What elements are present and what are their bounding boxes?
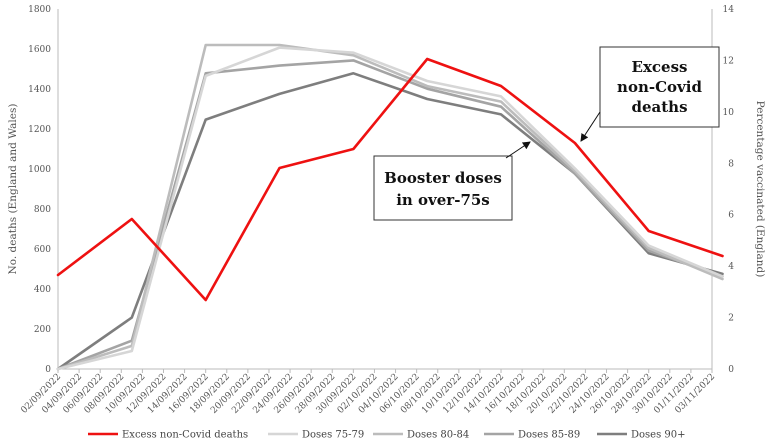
left-tick-label: 1200 [28, 125, 51, 135]
right-tick-label: 12 [723, 56, 734, 66]
right-tick-label: 2 [728, 314, 734, 324]
legend-item: Excess non-Covid deaths [88, 430, 248, 441]
legend-label: Doses 90+ [631, 430, 686, 441]
legend-item: Doses 90+ [597, 430, 686, 441]
legend-label: Doses 85-89 [518, 430, 580, 441]
left-tick-label: 1400 [28, 85, 51, 95]
legend-item: Doses 85-89 [484, 430, 580, 441]
legend-label: Doses 75-79 [302, 430, 364, 441]
right-tick-label: 14 [723, 5, 735, 15]
series-line-doses-75-79 [56, 46, 724, 371]
y2-axis-title: Percentage vaccinated (England) [754, 101, 766, 278]
annotation-text: in over-75s [396, 191, 490, 209]
right-tick-label: 8 [728, 159, 734, 169]
annotation-text: Booster doses [384, 169, 502, 187]
annotation-text: Excess [632, 58, 688, 76]
annotation-arrow [580, 111, 601, 142]
legend-label: Doses 80-84 [407, 430, 469, 441]
x-axis: 02/09/202204/09/202206/09/202208/09/2022… [19, 368, 717, 416]
y-axis-title: No. deaths (England and Wales) [7, 104, 19, 275]
left-tick-label: 1600 [28, 45, 51, 55]
annotation-frame [599, 46, 720, 128]
series-line-excess-non-covid-deaths [56, 57, 724, 302]
right-tick-label: 4 [728, 262, 734, 272]
left-tick-label: 600 [34, 245, 51, 255]
right-tick-label: 6 [728, 211, 734, 221]
right-tick-label: 10 [723, 108, 735, 118]
left-tick-label: 800 [34, 205, 51, 215]
left-tick-label: 200 [34, 325, 51, 335]
annotation-box: Excess non-Covid deaths [580, 46, 720, 142]
left-tick-label: 400 [34, 285, 51, 295]
series-layer [56, 43, 724, 371]
annotations: Excess non-Covid deaths Booster doses in ove… [373, 46, 720, 221]
left-tick-label: 1800 [28, 5, 51, 15]
annotation-text: non-Covid [617, 78, 702, 96]
left-tick-label: 0 [45, 365, 51, 375]
left-axis: 0 200 400 600 800 1000 1200 1400 1600 1800 [28, 5, 59, 375]
annotation-frame [373, 155, 513, 221]
annotation-arrow [505, 141, 531, 159]
legend: Excess non-Covid deaths Doses 75-79 Doses … [88, 430, 686, 441]
annotation-box: Booster doses in over-75s [373, 141, 531, 221]
series-line-doses-85-89 [56, 59, 724, 371]
right-tick-label: 0 [728, 365, 734, 375]
legend-item: Doses 75-79 [268, 430, 364, 441]
left-tick-label: 1000 [28, 165, 51, 175]
series-line-doses-80-84 [56, 43, 724, 371]
annotation-text: deaths [631, 98, 687, 116]
legend-item: Doses 80-84 [373, 430, 469, 441]
legend-label: Excess non-Covid deaths [122, 430, 248, 441]
